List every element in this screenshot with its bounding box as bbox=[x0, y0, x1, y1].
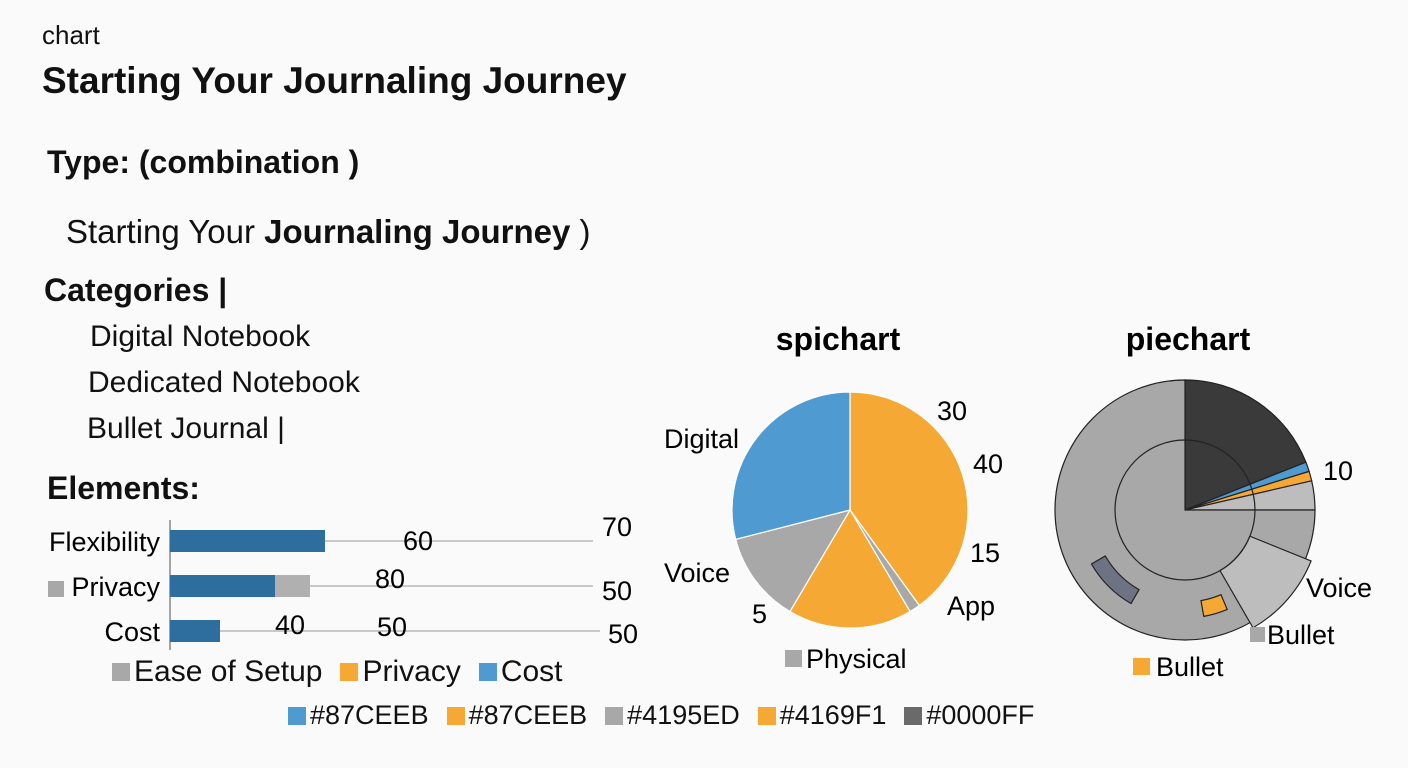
color-legend-item: #4195ED bbox=[605, 700, 740, 731]
slice-label: App bbox=[947, 591, 995, 621]
data-label: 80 bbox=[375, 564, 405, 594]
legend-label: #87CEEB bbox=[310, 700, 429, 730]
bar bbox=[170, 530, 325, 552]
page-title: Starting Your Journaling Journey bbox=[42, 60, 627, 101]
category-label: Flexibility bbox=[49, 527, 161, 557]
subtitle-bold: Journaling Journey bbox=[264, 213, 571, 250]
slice-label: 40 bbox=[973, 449, 1003, 479]
slice-label: Digital bbox=[664, 424, 739, 454]
data-label: 50 bbox=[377, 612, 407, 642]
legend-label: Cost bbox=[500, 655, 563, 688]
category-marker bbox=[48, 581, 64, 597]
data-label: 40 bbox=[275, 610, 305, 640]
category-item: Digital Notebook bbox=[90, 320, 311, 353]
legend-label: Ease of Setup bbox=[134, 655, 323, 688]
bar bbox=[275, 575, 310, 597]
color-legend-item: #0000FF bbox=[904, 700, 1034, 731]
data-label: 50 bbox=[602, 576, 632, 606]
legend-swatch bbox=[904, 706, 923, 725]
legend-swatch bbox=[605, 706, 624, 725]
slice-label: 30 bbox=[937, 396, 967, 426]
categories-heading: Categories | bbox=[44, 272, 228, 308]
legend-swatch bbox=[1133, 658, 1150, 675]
legend-label: #0000FF bbox=[926, 700, 1035, 730]
slice-label: Voice bbox=[1306, 573, 1372, 603]
legend-swatch bbox=[478, 663, 497, 681]
color-legend-item: #87CEEB bbox=[288, 700, 429, 731]
category-item: Dedicated Notebook bbox=[88, 366, 360, 399]
legend-swatch bbox=[757, 706, 776, 725]
bar-chart-legend: Ease of Setup Privacy Cost bbox=[112, 655, 581, 689]
elements-heading: Elements: bbox=[47, 470, 200, 506]
legend-label: #4169F1 bbox=[779, 700, 887, 730]
pie-slice bbox=[731, 391, 851, 541]
legend-label: Bullet bbox=[1156, 652, 1224, 682]
pie-slice bbox=[849, 391, 969, 607]
data-label: 50 bbox=[608, 619, 638, 649]
data-label: 60 bbox=[403, 526, 433, 556]
label-marker bbox=[1250, 627, 1265, 642]
bar-chart: Flexibility Privacy Cost 60 70 80 50 40 50 50 bbox=[48, 512, 638, 650]
color-legend-item: #87CEEB bbox=[446, 700, 588, 731]
slice-label: 15 bbox=[970, 538, 1000, 568]
legend-item: Ease of Setup bbox=[112, 655, 322, 689]
bar bbox=[170, 575, 275, 597]
chart-title: piechart bbox=[1126, 321, 1251, 357]
category-label: Cost bbox=[104, 617, 160, 647]
slice-label: Bullet bbox=[1267, 620, 1335, 650]
slice-label: 5 bbox=[752, 599, 767, 629]
ring-segment bbox=[1200, 593, 1228, 618]
type-value: (combination ) bbox=[138, 144, 360, 180]
legend-swatch bbox=[288, 706, 306, 725]
legend-swatch bbox=[112, 663, 130, 681]
inner-ring bbox=[1114, 439, 1256, 581]
legend-label: Physical bbox=[806, 644, 907, 674]
ring-segment bbox=[1090, 555, 1140, 605]
legend-label: #4195ED bbox=[627, 700, 740, 730]
pie-slice bbox=[734, 509, 852, 613]
type-line: Type: (combination ) bbox=[47, 144, 359, 181]
color-legend: #87CEEB #87CEEB #4195ED #4169F1 #0000FF bbox=[288, 700, 1052, 731]
slice-label: 10 bbox=[1323, 456, 1353, 486]
category-label: Privacy bbox=[71, 572, 160, 602]
legend-label: #87CEEB bbox=[468, 700, 588, 730]
type-label: Type: bbox=[47, 144, 130, 180]
category-item: Bullet Journal | bbox=[87, 412, 285, 445]
pie-slice bbox=[789, 508, 911, 629]
legend-item: Privacy bbox=[340, 655, 461, 689]
legend-item: Cost bbox=[478, 655, 563, 689]
legend-swatch bbox=[340, 663, 359, 681]
data-label: 70 bbox=[602, 512, 632, 542]
legend-swatch bbox=[785, 650, 802, 667]
subtitle-plain: Starting Your bbox=[66, 213, 265, 250]
legend-swatch bbox=[446, 706, 465, 725]
slice-label: Voice bbox=[664, 558, 730, 588]
pie-slice bbox=[1184, 379, 1307, 511]
subtitle-line: Starting Your Journaling Journey ) bbox=[66, 213, 591, 251]
bar bbox=[170, 620, 220, 642]
legend-label: Privacy bbox=[362, 655, 461, 688]
color-legend-item: #4169F1 bbox=[757, 700, 887, 731]
chart-title: spichart bbox=[776, 321, 901, 357]
chart-label: chart bbox=[42, 20, 100, 50]
subtitle-tail: ) bbox=[570, 213, 591, 250]
